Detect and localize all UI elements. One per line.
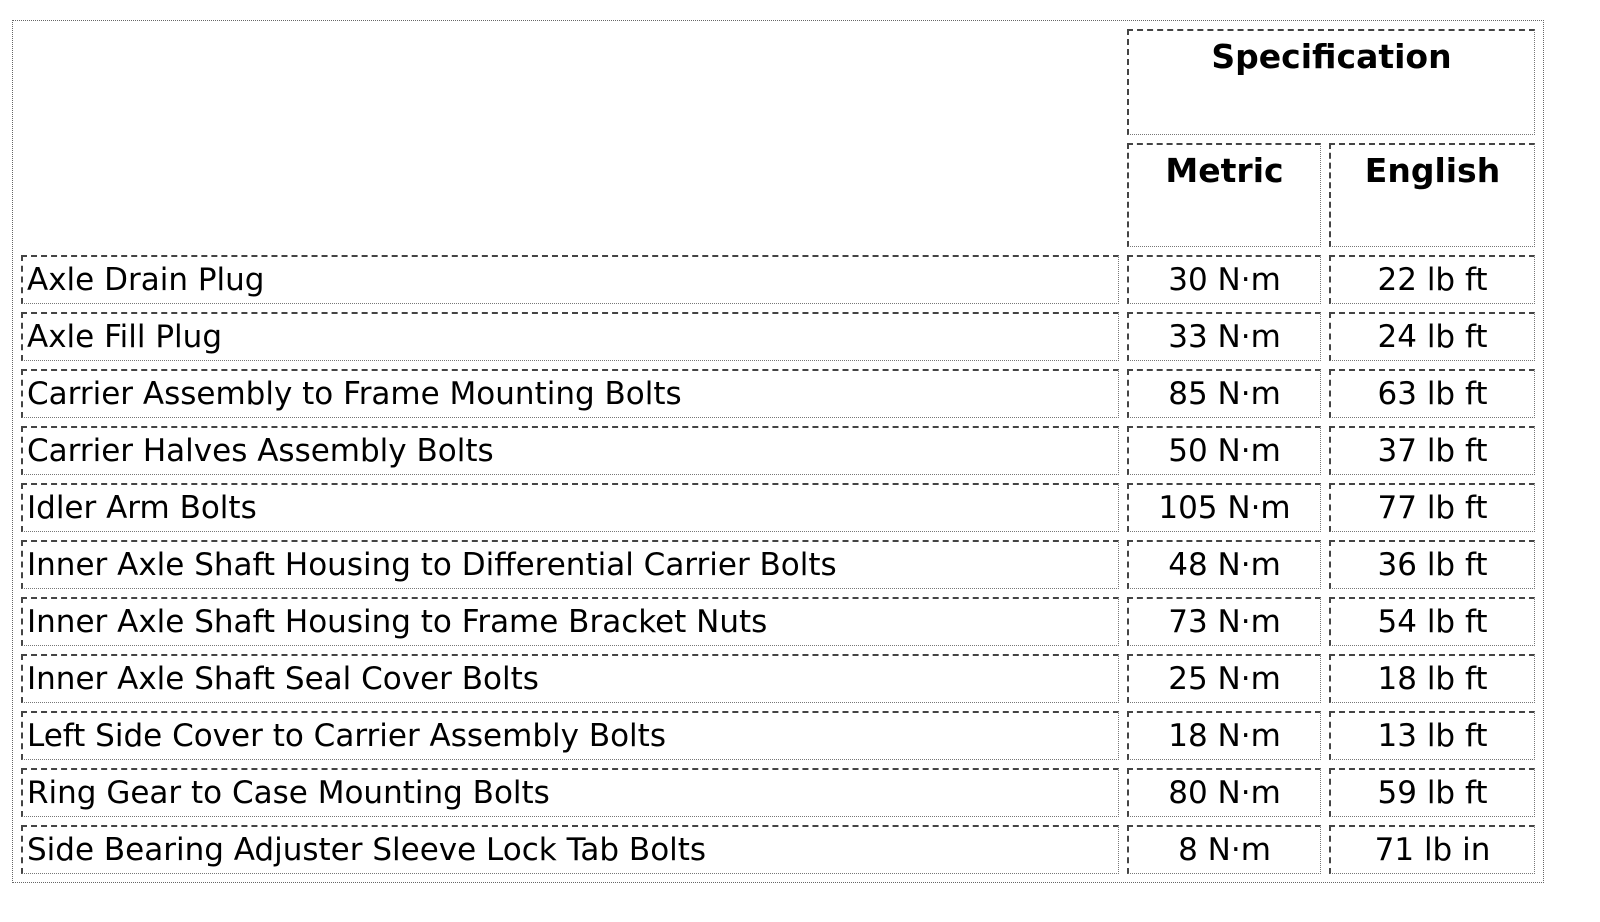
metric-cell: 105 N·m <box>1127 483 1321 532</box>
english-cell: 63 lb ft <box>1329 369 1535 418</box>
english-header: English <box>1329 143 1535 247</box>
english-cell: 22 lb ft <box>1329 255 1535 304</box>
english-cell: 54 lb ft <box>1329 597 1535 646</box>
table-row: Inner Axle Shaft Housing to Frame Bracke… <box>21 597 1535 646</box>
table-row: Idler Arm Bolts 105 N·m 77 lb ft <box>21 483 1535 532</box>
english-cell: 18 lb ft <box>1329 654 1535 703</box>
metric-cell: 18 N·m <box>1127 711 1321 760</box>
table-row: Ring Gear to Case Mounting Bolts 80 N·m 59… <box>21 768 1535 817</box>
torque-spec-table: Specification Metric English Axle Drain … <box>12 20 1544 883</box>
item-cell: Axle Fill Plug <box>21 312 1119 361</box>
metric-cell: 30 N·m <box>1127 255 1321 304</box>
english-cell: 13 lb ft <box>1329 711 1535 760</box>
table-row: Inner Axle Shaft Housing to Differential… <box>21 540 1535 589</box>
metric-cell: 80 N·m <box>1127 768 1321 817</box>
metric-cell: 33 N·m <box>1127 312 1321 361</box>
item-cell: Left Side Cover to Carrier Assembly Bolt… <box>21 711 1119 760</box>
metric-cell: 50 N·m <box>1127 426 1321 475</box>
table-row: Carrier Assembly to Frame Mounting Bolts… <box>21 369 1535 418</box>
metric-cell: 85 N·m <box>1127 369 1321 418</box>
table-row: Left Side Cover to Carrier Assembly Bolt… <box>21 711 1535 760</box>
english-cell: 37 lb ft <box>1329 426 1535 475</box>
english-cell: 59 lb ft <box>1329 768 1535 817</box>
table-row: Axle Fill Plug 33 N·m 24 lb ft <box>21 312 1535 361</box>
english-cell: 24 lb ft <box>1329 312 1535 361</box>
header-row-group: Specification <box>21 29 1535 135</box>
metric-cell: 73 N·m <box>1127 597 1321 646</box>
item-cell: Carrier Assembly to Frame Mounting Bolts <box>21 369 1119 418</box>
table-row: Inner Axle Shaft Seal Cover Bolts 25 N·m 1… <box>21 654 1535 703</box>
header-row-units: Metric English <box>21 143 1535 247</box>
item-cell: Inner Axle Shaft Seal Cover Bolts <box>21 654 1119 703</box>
metric-cell: 25 N·m <box>1127 654 1321 703</box>
item-cell: Axle Drain Plug <box>21 255 1119 304</box>
metric-cell: 8 N·m <box>1127 825 1321 874</box>
item-cell: Carrier Halves Assembly Bolts <box>21 426 1119 475</box>
item-cell: Idler Arm Bolts <box>21 483 1119 532</box>
table-row: Side Bearing Adjuster Sleeve Lock Tab Bo… <box>21 825 1535 874</box>
metric-header: Metric <box>1127 143 1321 247</box>
english-cell: 71 lb in <box>1329 825 1535 874</box>
metric-cell: 48 N·m <box>1127 540 1321 589</box>
english-cell: 77 lb ft <box>1329 483 1535 532</box>
table-row: Axle Drain Plug 30 N·m 22 lb ft <box>21 255 1535 304</box>
english-cell: 36 lb ft <box>1329 540 1535 589</box>
header-blank-cell <box>21 29 1119 247</box>
item-cell: Ring Gear to Case Mounting Bolts <box>21 768 1119 817</box>
item-cell: Inner Axle Shaft Housing to Frame Bracke… <box>21 597 1119 646</box>
specification-header: Specification <box>1127 29 1535 135</box>
table-row: Carrier Halves Assembly Bolts 50 N·m 37 lb… <box>21 426 1535 475</box>
item-cell: Side Bearing Adjuster Sleeve Lock Tab Bo… <box>21 825 1119 874</box>
item-cell: Inner Axle Shaft Housing to Differential… <box>21 540 1119 589</box>
